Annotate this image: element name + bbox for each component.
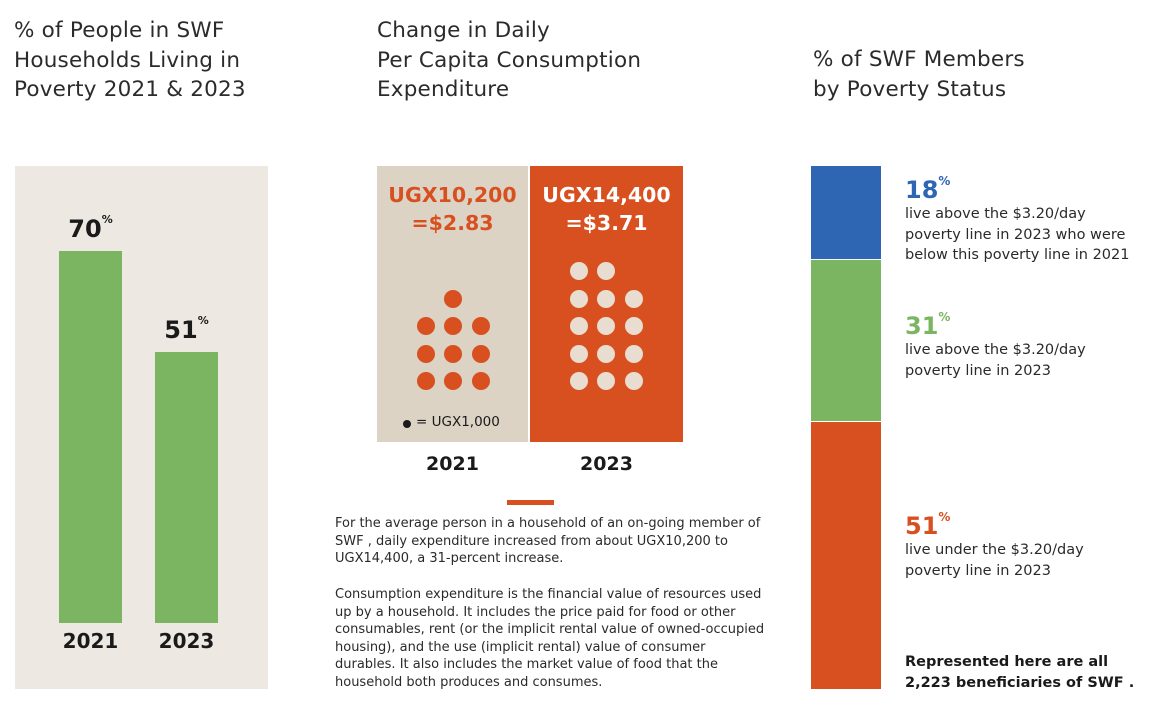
dot-legend-label: = UGX1,000 [416, 414, 500, 430]
ugx-dot-2023 [569, 317, 588, 335]
consumption-definition-text: Consumption expenditure is the financial… [335, 587, 765, 690]
bar-category-label-2021: 2021 [62, 629, 119, 653]
bar-value: 70 [68, 215, 102, 244]
ugx-dot-2021 [416, 317, 435, 335]
percent-sign: % [938, 174, 951, 188]
ugx-dot-2021 [471, 317, 490, 335]
segment-18 [811, 166, 881, 260]
ugx-dot-2023 [569, 344, 588, 363]
ugx-dot-2021 [444, 289, 462, 308]
amount-2021-label: UGX10,200 =$2.83 [388, 183, 517, 235]
percent-sign: % [938, 310, 951, 324]
segment-value: 51 [905, 512, 939, 540]
bar-value-label-2023: 51% [137, 314, 237, 345]
ugx-dot-2021 [416, 372, 435, 390]
segment-description-18: live above the $3.20/day poverty line in… [905, 206, 1130, 263]
ugx-dot-2023 [569, 372, 588, 390]
percent-sign: % [101, 213, 113, 227]
bar-value-label-2021: 70% [41, 213, 141, 244]
percent-sign: % [938, 510, 951, 524]
ugx-dot-2021 [444, 317, 462, 335]
segment-description-51: live under the $3.20/day poverty line in… [905, 542, 1084, 579]
ugx-dot-2023 [624, 372, 643, 390]
ugx-dot-2021 [444, 344, 462, 363]
ugx-dot-2021 [416, 344, 435, 363]
bar-category-label-2023: 2023 [158, 629, 215, 653]
poverty-chart-title: % of People in SWF Households Living in … [14, 18, 246, 102]
ugx-dot-2021 [444, 372, 462, 390]
consumption-summary-text: For the average person in a household of… [335, 516, 761, 566]
beneficiaries-footnote: Represented here are all 2,223 beneficia… [905, 654, 1135, 691]
bar-2023 [155, 352, 218, 623]
segment-value-label-51: 51% [905, 510, 951, 540]
ugx-dot-2023 [569, 262, 588, 280]
segment-value-label-18: 18% [905, 174, 951, 204]
ugx-dot-2023 [624, 289, 643, 308]
segment-value: 18 [905, 176, 939, 204]
ugx-dot-2023 [624, 317, 643, 335]
consumption-chart-title: Change in Daily Per Capita Consumption E… [377, 18, 642, 102]
ugx-dot-2021 [471, 372, 490, 390]
bar-value: 51 [164, 316, 198, 345]
segment-value-label-31: 31% [905, 310, 951, 340]
amount-2023-label: UGX14,400 =$3.71 [542, 183, 671, 235]
ugx-dot-2023 [597, 262, 615, 280]
ugx-dot-2021 [471, 344, 490, 363]
percent-sign: % [197, 314, 209, 328]
poverty-chart-panel [15, 166, 268, 689]
legend-dot-icon [403, 420, 411, 428]
segment-51 [811, 422, 881, 689]
ugx-dot-2023 [597, 344, 615, 363]
ugx-dot-2023 [597, 372, 615, 390]
bar-2021 [59, 251, 122, 623]
ugx-dot-2023 [597, 317, 615, 335]
segment-value: 31 [905, 312, 939, 340]
ugx-dot-2023 [624, 344, 643, 363]
divider [507, 500, 554, 505]
category-2021-label: 2021 [426, 453, 479, 475]
ugx-dot-2023 [569, 289, 588, 308]
poverty-status-chart-title: % of SWF Members by Poverty Status [813, 47, 1025, 102]
segment-description-31: live above the $3.20/day poverty line in… [905, 342, 1086, 379]
ugx-dot-2023 [597, 289, 615, 308]
segment-31 [811, 260, 881, 422]
category-2023-label: 2023 [580, 453, 633, 475]
